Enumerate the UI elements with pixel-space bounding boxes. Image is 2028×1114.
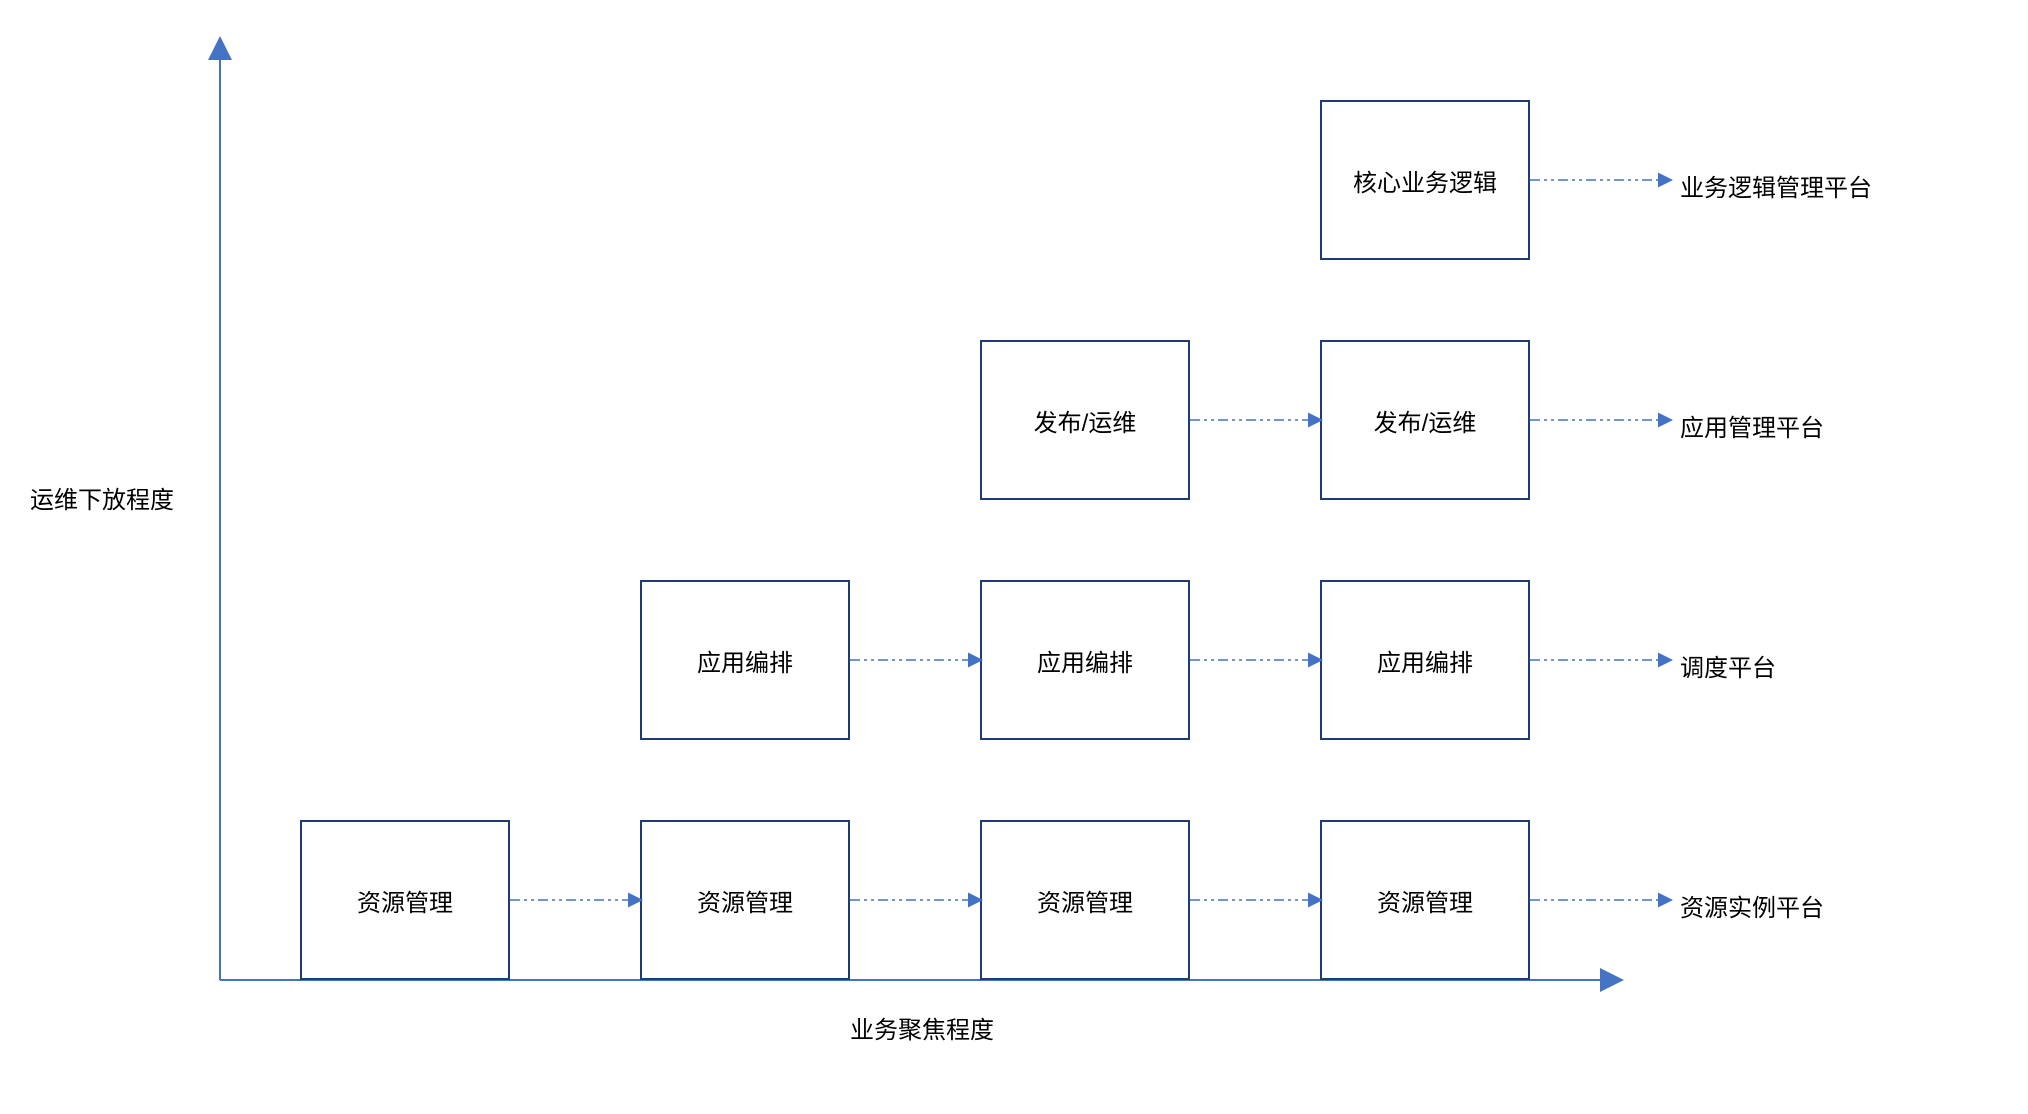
node-label: 应用编排 (1037, 643, 1133, 678)
node-label: 应用编排 (1377, 643, 1473, 678)
node-n01: 资源管理 (640, 820, 850, 980)
node-label: 资源管理 (1377, 883, 1473, 918)
row-label-2: 应用管理平台 (1680, 408, 1824, 443)
node-label: 核心业务逻辑 (1353, 163, 1497, 198)
node-label: 资源管理 (1037, 883, 1133, 918)
row-label-0: 资源实例平台 (1680, 888, 1824, 923)
node-n13: 应用编排 (1320, 580, 1530, 740)
node-label: 发布/运维 (1374, 403, 1477, 438)
node-n00: 资源管理 (300, 820, 510, 980)
node-n22: 发布/运维 (980, 340, 1190, 500)
node-label: 资源管理 (357, 883, 453, 918)
node-n11: 应用编排 (640, 580, 850, 740)
node-label: 资源管理 (697, 883, 793, 918)
x-axis-label: 业务聚焦程度 (850, 1010, 994, 1045)
node-n02: 资源管理 (980, 820, 1190, 980)
node-label: 发布/运维 (1034, 403, 1137, 438)
node-label: 应用编排 (697, 643, 793, 678)
node-n23: 发布/运维 (1320, 340, 1530, 500)
node-n33: 核心业务逻辑 (1320, 100, 1530, 260)
row-label-3: 业务逻辑管理平台 (1680, 168, 1872, 203)
node-n12: 应用编排 (980, 580, 1190, 740)
y-axis-label: 运维下放程度 (30, 480, 174, 515)
row-label-1: 调度平台 (1680, 648, 1776, 683)
architecture-diagram: 资源管理 资源管理 资源管理 资源管理 应用编排 应用编排 应用编排 发布/运维 发布/运维 核心… (0, 0, 2028, 1114)
node-n03: 资源管理 (1320, 820, 1530, 980)
